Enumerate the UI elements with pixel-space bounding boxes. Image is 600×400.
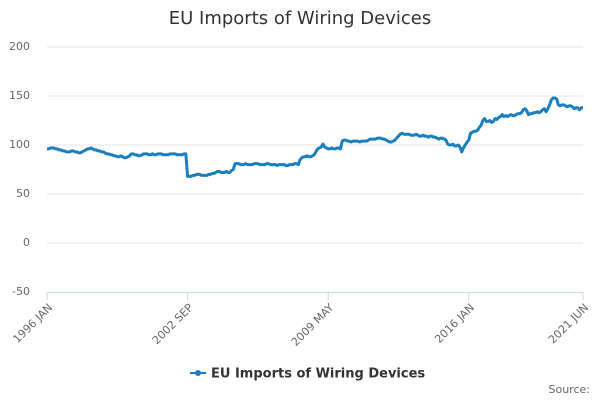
source: Source:: [549, 383, 591, 396]
series-line: [47, 96, 583, 178]
y-tick-label: -50: [12, 285, 30, 298]
chart-title: EU Imports of Wiring Devices: [169, 8, 431, 29]
legend-marker: [195, 370, 201, 376]
y-tick-label: 0: [23, 236, 30, 249]
x-tick-label: 2021 JUN: [546, 301, 591, 346]
y-tick-label: 100: [9, 138, 30, 151]
x-tick-label: 2016 JAN: [432, 301, 477, 346]
x-tick-label: 1996 JAN: [10, 301, 55, 346]
x-tick-label: 2009 MAY: [289, 301, 337, 349]
x-tick-label: 2002 SEP: [150, 301, 196, 347]
y-tick-label: 50: [16, 187, 30, 200]
y-tick-label: 150: [9, 89, 30, 102]
legend-label: EU Imports of Wiring Devices: [211, 367, 425, 382]
y-tick-label: 200: [9, 40, 30, 53]
